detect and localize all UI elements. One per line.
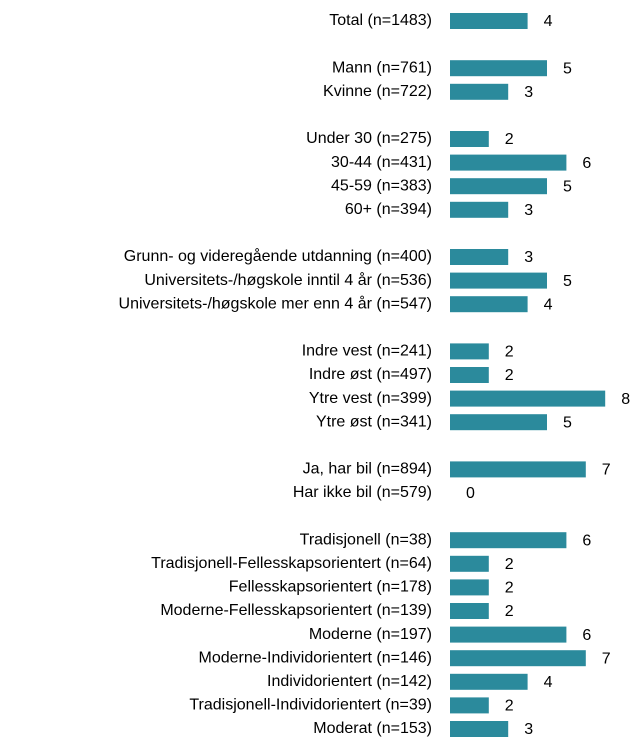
value-label: 3 bbox=[524, 202, 533, 219]
value-label: 3 bbox=[524, 84, 533, 101]
bar bbox=[450, 83, 509, 100]
category-label: 45-59 (n=383) bbox=[331, 177, 432, 194]
bar bbox=[450, 414, 547, 431]
category-label: Mann (n=761) bbox=[332, 59, 432, 76]
bar bbox=[450, 555, 489, 572]
category-label: Ytre øst (n=341) bbox=[316, 413, 432, 430]
bar bbox=[450, 178, 547, 195]
value-label: 2 bbox=[505, 603, 514, 620]
category-label: Ja, har bil (n=894) bbox=[303, 461, 432, 478]
bar bbox=[450, 390, 606, 407]
category-label: Tradisjonell-Individorientert (n=39) bbox=[189, 697, 432, 714]
value-label: 2 bbox=[505, 131, 514, 148]
bar bbox=[450, 296, 528, 313]
category-label: Moderne-Fellesskapsorientert (n=139) bbox=[160, 602, 432, 619]
category-label: 30-44 (n=431) bbox=[331, 154, 432, 171]
category-label: Tradisjonell (n=38) bbox=[300, 531, 432, 548]
bar bbox=[450, 721, 509, 737]
category-label: Indre øst (n=497) bbox=[309, 366, 432, 383]
value-label: 8 bbox=[621, 391, 630, 408]
value-label: 4 bbox=[544, 674, 553, 691]
bar bbox=[450, 249, 509, 265]
value-label: 7 bbox=[602, 462, 611, 479]
bar bbox=[450, 343, 489, 360]
value-label: 3 bbox=[524, 249, 533, 266]
category-label: Universitets-/høgskole mer enn 4 år (n=5… bbox=[119, 294, 432, 312]
bar bbox=[450, 367, 489, 383]
category-label: Moderne (n=197) bbox=[309, 626, 432, 643]
bar bbox=[450, 272, 547, 289]
category-label: Har ikke bil (n=579) bbox=[293, 484, 432, 501]
value-label: 6 bbox=[582, 627, 591, 644]
value-label: 2 bbox=[505, 556, 514, 573]
bar bbox=[450, 579, 489, 596]
category-label: Tradisjonell-Fellesskapsorientert (n=64) bbox=[151, 555, 432, 572]
bar bbox=[450, 13, 528, 29]
value-label: 6 bbox=[582, 155, 591, 172]
category-label: Ytre vest (n=399) bbox=[309, 390, 432, 407]
category-label: Individorientert (n=142) bbox=[267, 673, 432, 690]
category-label: Universitets-/høgskole inntil 4 år (n=53… bbox=[144, 271, 432, 289]
bar bbox=[450, 60, 547, 77]
category-label: Fellesskapsorientert (n=178) bbox=[229, 579, 432, 596]
value-label: 4 bbox=[544, 296, 553, 313]
category-label: Total (n=1483) bbox=[329, 12, 432, 29]
value-label: 6 bbox=[582, 532, 591, 549]
bar bbox=[450, 603, 489, 619]
bar bbox=[450, 626, 567, 643]
category-label: Kvinne (n=722) bbox=[323, 83, 432, 100]
bar bbox=[450, 697, 489, 714]
bar bbox=[450, 201, 509, 218]
category-label: Moderat (n=153) bbox=[313, 720, 432, 737]
category-label: Indre vest (n=241) bbox=[302, 343, 432, 360]
bar bbox=[450, 673, 528, 690]
value-label: 0 bbox=[466, 485, 475, 502]
category-label: Moderne-Individorientert (n=146) bbox=[199, 649, 432, 666]
value-label: 5 bbox=[563, 273, 572, 290]
value-label: 5 bbox=[563, 60, 572, 77]
bar bbox=[450, 650, 586, 667]
bar bbox=[450, 131, 489, 147]
value-label: 5 bbox=[563, 178, 572, 195]
value-label: 2 bbox=[505, 344, 514, 361]
value-label: 2 bbox=[505, 580, 514, 597]
category-label: Grunn- og videregående utdanning (n=400) bbox=[124, 247, 432, 265]
value-label: 3 bbox=[524, 721, 533, 738]
bar bbox=[450, 461, 586, 478]
bar bbox=[450, 154, 567, 171]
category-label: 60+ (n=394) bbox=[345, 201, 432, 218]
category-label: Under 30 (n=275) bbox=[306, 130, 432, 147]
value-label: 5 bbox=[563, 414, 572, 431]
value-label: 2 bbox=[505, 367, 514, 384]
bar bbox=[450, 532, 567, 549]
value-label: 4 bbox=[544, 13, 553, 30]
value-label: 2 bbox=[505, 698, 514, 715]
value-label: 7 bbox=[602, 650, 611, 667]
